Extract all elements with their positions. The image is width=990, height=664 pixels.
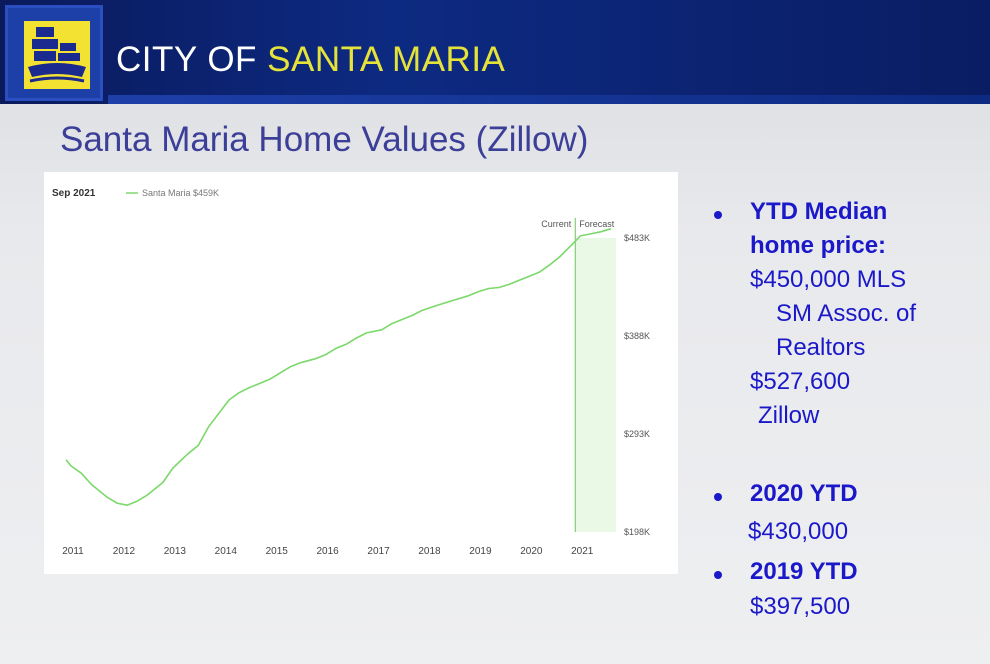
mls-source-line2: Realtors	[776, 334, 866, 361]
forecast-band	[575, 238, 616, 532]
ytd-heading-line1: YTD Median	[750, 198, 888, 225]
y2019-value: $397,500	[750, 593, 851, 620]
x-tick-label: 2019	[469, 546, 492, 557]
x-tick-label: 2020	[520, 546, 543, 557]
ytd-heading-line2: home price:	[750, 232, 887, 259]
zillow-label: Zillow	[758, 402, 820, 429]
zillow-chart: Sep 2021 Santa Maria $459K Current Forecast…	[44, 172, 678, 574]
y-tick-label: $293K	[624, 429, 650, 439]
city-seal-icon	[24, 21, 90, 89]
slide-title: Santa Maria Home Values (Zillow)	[60, 120, 589, 159]
chart-date-label: Sep 2021	[52, 188, 96, 199]
current-label: Current	[541, 219, 572, 229]
x-tick-label: 2017	[367, 546, 390, 557]
mls-source-line1: SM Assoc. of	[776, 300, 917, 327]
city-logo	[5, 5, 103, 101]
y-tick-label: $483K	[624, 233, 650, 243]
forecast-label: Forecast	[579, 219, 615, 229]
x-tick-label: 2013	[164, 546, 187, 557]
x-tick-label: 2016	[317, 546, 340, 557]
chart-svg: Sep 2021 Santa Maria $459K Current Forecast…	[52, 188, 650, 557]
bullet-dot	[714, 493, 722, 501]
header-title: CITY OF SANTA MARIA	[116, 40, 506, 79]
y-tick-label: $198K	[624, 527, 650, 537]
zillow-value: $527,600	[750, 368, 851, 395]
header-bar: CITY OF SANTA MARIA	[0, 0, 990, 104]
x-tick-label: 2021	[571, 546, 594, 557]
x-tick-label: 2018	[418, 546, 441, 557]
y2019-label: 2019 YTD	[750, 558, 858, 585]
x-tick-label: 2015	[266, 546, 289, 557]
bullet-dot	[714, 211, 722, 219]
mls-value: $450,000 MLS	[750, 266, 907, 293]
x-tick-label: 2014	[215, 546, 238, 557]
legend-label: Santa Maria $459K	[142, 188, 219, 198]
header-stripe	[108, 95, 990, 104]
y2020-value: $430,000	[748, 518, 849, 545]
bullet-dot	[714, 571, 722, 579]
y2020-label: 2020 YTD	[750, 480, 858, 507]
x-tick-label: 2011	[62, 546, 84, 557]
series-line-santa-maria	[65, 227, 612, 507]
x-tick-label: 2012	[113, 546, 136, 557]
y-tick-label: $388K	[624, 331, 650, 341]
